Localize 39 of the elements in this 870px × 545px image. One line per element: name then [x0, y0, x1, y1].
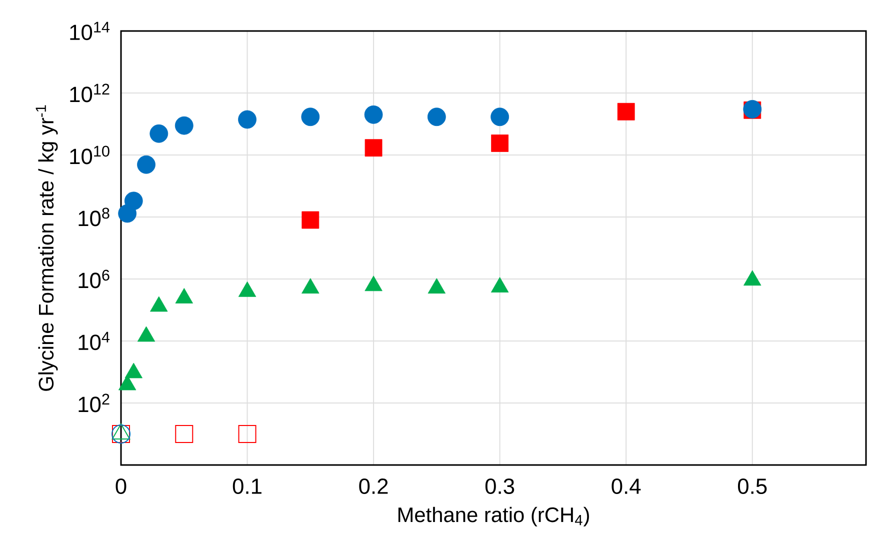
point [302, 278, 320, 294]
point [301, 108, 320, 126]
point [617, 102, 635, 120]
x-tick-label: 0.1 [232, 478, 262, 494]
point [124, 362, 142, 378]
y-tick-label: 10$^{12}$ [70, 84, 110, 102]
x-tick-label: 0.5 [738, 478, 767, 494]
y-tick-label: 10$^{10}$ [70, 146, 110, 164]
x-tick-label: 0.3 [485, 478, 514, 494]
x-axis-title: Methane ratio (rCH$_{4}$) [398, 506, 589, 526]
y-tick-label: 10$^{8}$ [78, 208, 110, 226]
point [490, 108, 510, 126]
point [174, 116, 194, 135]
y-tick-label: 10$^{6}$ [78, 270, 110, 288]
point [364, 276, 382, 292]
point [428, 278, 446, 294]
point [490, 277, 509, 292]
point [302, 211, 320, 229]
x-tick-label: 0 [116, 478, 126, 494]
point [364, 139, 382, 157]
point [150, 124, 168, 143]
point [491, 134, 509, 152]
point [112, 424, 130, 440]
point [124, 192, 143, 210]
point [238, 110, 256, 129]
y-tick-label: 10$^{14}$ [70, 22, 110, 40]
point [137, 326, 156, 342]
point [427, 108, 446, 126]
x-tick-label: 0.4 [612, 478, 641, 494]
point [238, 281, 256, 297]
x-tick-label: 0.2 [359, 478, 388, 494]
y-tick-label: 10$^{4}$ [78, 332, 110, 350]
y-axis-title: Glycine Formation rate / kg yr$^{-1}$ [36, 105, 58, 391]
point [137, 155, 156, 174]
point [364, 105, 383, 124]
point [744, 270, 762, 286]
point [150, 296, 168, 312]
point [175, 288, 193, 304]
y-tick-label: 10$^{2}$ [78, 394, 110, 412]
